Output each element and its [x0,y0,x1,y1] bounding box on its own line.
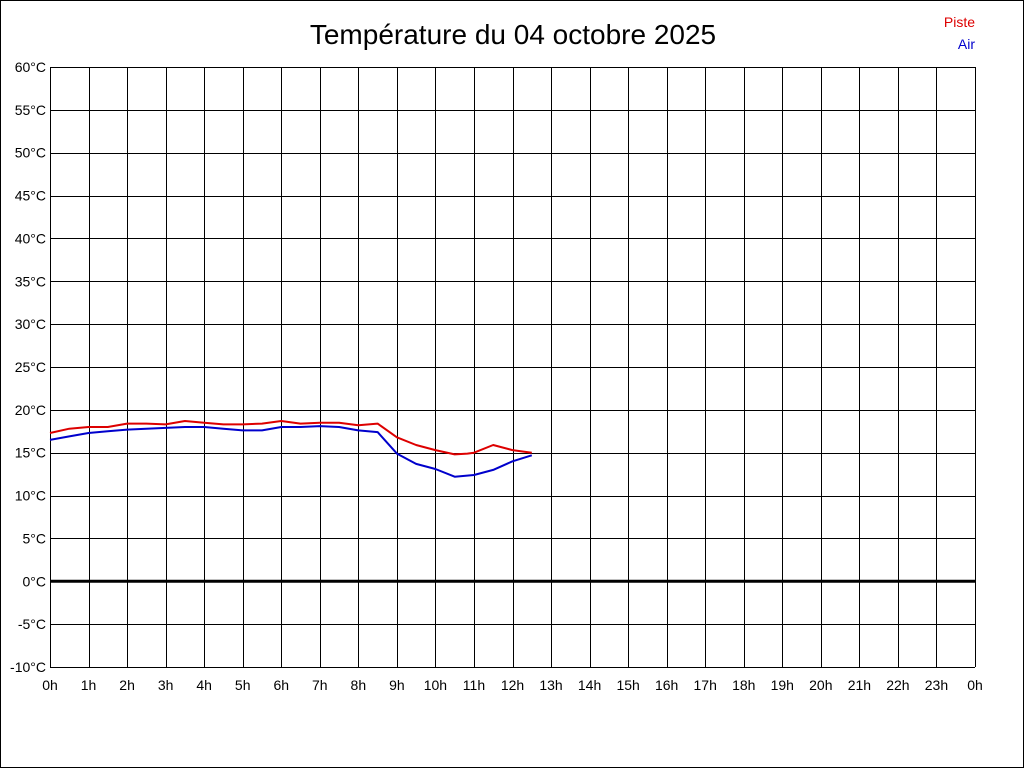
x-tick-label: 8h [351,677,367,693]
x-tick-label: 21h [848,677,871,693]
y-tick-label: 40°C [15,230,46,246]
y-tick-label: 50°C [15,145,46,161]
x-tick-label: 9h [389,677,405,693]
y-tick-label: 0°C [23,573,47,589]
y-tick-label: 60°C [15,59,46,75]
y-tick-label: 30°C [15,316,46,332]
x-tick-label: 11h [463,677,485,693]
x-tick-label: 1h [81,677,97,693]
y-tick-label: -10°C [10,659,46,675]
x-tick-label: 14h [578,677,601,693]
grid-layer [50,67,976,668]
x-tick-label: 23h [925,677,948,693]
x-tick-label: 4h [196,677,212,693]
x-tick-label: 10h [424,677,447,693]
y-tick-label: 10°C [15,488,46,504]
legend-piste: Piste [943,14,975,30]
x-tick-label: 22h [886,677,909,693]
x-axis: 0h 1h 2h 3h 4h 5h 6h 7h 8h 9h 10h 11h 12h 13h 14h 15h 16… [42,677,983,693]
x-tick-label: 19h [771,677,794,693]
x-tick-label: 6h [273,677,289,693]
x-tick-label: 12h [501,677,524,693]
y-tick-label: 55°C [15,102,46,118]
chart-title: Température du 04 octobre 2025 [309,19,717,50]
x-tick-label: 2h [119,677,135,693]
x-tick-label: 15h [616,677,639,693]
x-tick-label: 13h [539,677,562,693]
x-tick-label: 0h [42,677,58,693]
series-line-air [49,425,533,478]
series-line-piste [49,420,532,456]
x-tick-label: 0h [967,677,983,693]
y-tick-label: 5°C [23,530,47,546]
y-axis: 60°C 55°C 50°C 45°C 40°C 35°C 30°C 25°C 20°C 15°C… [10,59,46,675]
x-tick-label: 16h [655,677,678,693]
series-layer [49,420,533,478]
x-tick-label: 17h [694,677,717,693]
y-tick-label: 45°C [15,188,46,204]
x-tick-label: 18h [732,677,755,693]
y-tick-label: 35°C [15,273,46,289]
x-tick-label: 7h [312,677,328,693]
x-tick-label: 5h [235,677,251,693]
y-tick-label: 15°C [15,445,46,461]
y-tick-label: 20°C [15,402,46,418]
y-tick-label: -5°C [18,616,46,632]
y-tick-label: 25°C [15,359,46,375]
x-tick-label: 20h [809,677,832,693]
x-tick-label: 3h [158,677,174,693]
legend-air: Air [957,36,975,52]
